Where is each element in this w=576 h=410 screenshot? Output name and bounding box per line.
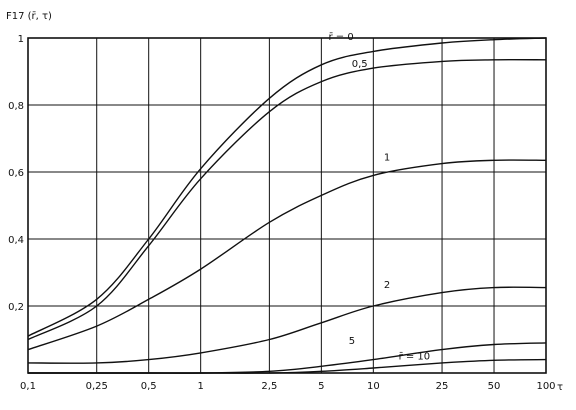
y-tick-labels: 0,2 0,4 0,6 0,8 1: [8, 34, 24, 313]
series-label-5: r̄ = 10: [399, 351, 431, 362]
x-tick-label: 50: [488, 381, 501, 392]
x-tick-label: 10: [367, 381, 380, 392]
x-tick-label: 0,5: [141, 381, 157, 392]
x-axis-label: τ: [557, 382, 563, 393]
y-tick-label: 0,2: [8, 302, 24, 313]
grid: [28, 38, 546, 373]
series-label-0: r̄ = 0: [329, 32, 354, 43]
series-line-3: [27, 286, 547, 364]
series-line-4: [28, 342, 547, 374]
series-label-3: 2: [384, 280, 390, 291]
y-tick-label: 1: [18, 34, 24, 45]
x-tick-label: 5: [318, 381, 324, 392]
x-tick-label: 2,5: [261, 381, 277, 392]
curve-labels: r̄ = 0 0,5 1 2 5 r̄ = 10: [329, 32, 431, 362]
y-tick-label: 0,8: [8, 101, 24, 112]
x-tick-label: 0,25: [86, 381, 108, 392]
series-label-1: 0,5: [352, 59, 368, 70]
y-tick-label: 0,6: [8, 168, 24, 179]
x-tick-label: 0,1: [20, 381, 36, 392]
x-tick-label: 25: [436, 381, 449, 392]
series-line-1: [27, 58, 547, 341]
y-axis-label: F17 (r̄, τ): [6, 11, 52, 22]
x-tick-labels: 0,1 0,25 0,5 1 2,5 5 10 25 50 100: [20, 381, 556, 392]
series-label-4: 5: [349, 336, 355, 347]
x-tick-label: 1: [197, 381, 203, 392]
series-label-2: 1: [384, 153, 390, 164]
series-line-2: [27, 159, 547, 351]
series-line-0: [27, 37, 547, 337]
series-line-5: [28, 358, 547, 374]
y-tick-label: 0,4: [8, 235, 24, 246]
curves: [27, 37, 547, 374]
x-tick-label: 100: [536, 381, 555, 392]
